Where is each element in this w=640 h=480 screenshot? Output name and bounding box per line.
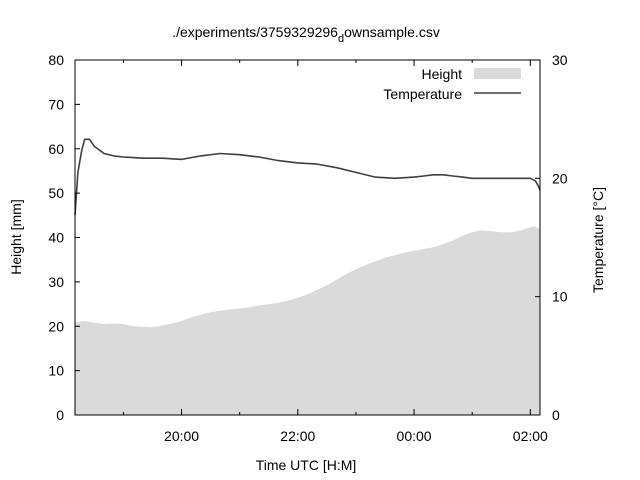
y2-tick-label: 0 bbox=[552, 407, 560, 423]
y-tick-label: 40 bbox=[48, 230, 64, 246]
chart-title: ./experiments/3759329296downsample.csv bbox=[172, 24, 440, 45]
legend-label-height: Height bbox=[422, 66, 463, 82]
x-tick-label: 22:00 bbox=[280, 428, 315, 444]
y-axis-label: Height [mm] bbox=[8, 199, 24, 274]
y-tick-label: 70 bbox=[48, 96, 64, 112]
y2-axis-label: Temperature [°C] bbox=[590, 187, 606, 293]
series-layer bbox=[74, 138, 541, 415]
temperature-line bbox=[74, 138, 541, 216]
x-tick-label: 02:00 bbox=[513, 428, 548, 444]
legend-label-temperature: Temperature bbox=[383, 86, 462, 102]
x-tick-label: 00:00 bbox=[397, 428, 432, 444]
y-tick-label: 80 bbox=[48, 52, 64, 68]
y-tick-label: 60 bbox=[48, 141, 64, 157]
y-tick-label: 50 bbox=[48, 185, 64, 201]
y-tick-label: 0 bbox=[56, 407, 64, 423]
y2-tick-label: 30 bbox=[552, 52, 568, 68]
axis-layer: 0 10 20 30 40 50 60 70 80 0 10 20 30 20:00 22:00 00:00 0… bbox=[48, 52, 567, 444]
legend: Height Temperature bbox=[383, 66, 521, 102]
legend-swatch-height bbox=[474, 68, 521, 79]
y2-tick-label: 20 bbox=[552, 170, 568, 186]
x-axis-label: Time UTC [H:M] bbox=[256, 457, 357, 473]
y-tick-label: 20 bbox=[48, 318, 64, 334]
y-tick-label: 30 bbox=[48, 274, 64, 290]
height-area bbox=[75, 226, 540, 415]
y-tick-label: 10 bbox=[48, 363, 64, 379]
x-tick-label: 20:00 bbox=[164, 428, 199, 444]
y2-tick-label: 10 bbox=[552, 289, 568, 305]
